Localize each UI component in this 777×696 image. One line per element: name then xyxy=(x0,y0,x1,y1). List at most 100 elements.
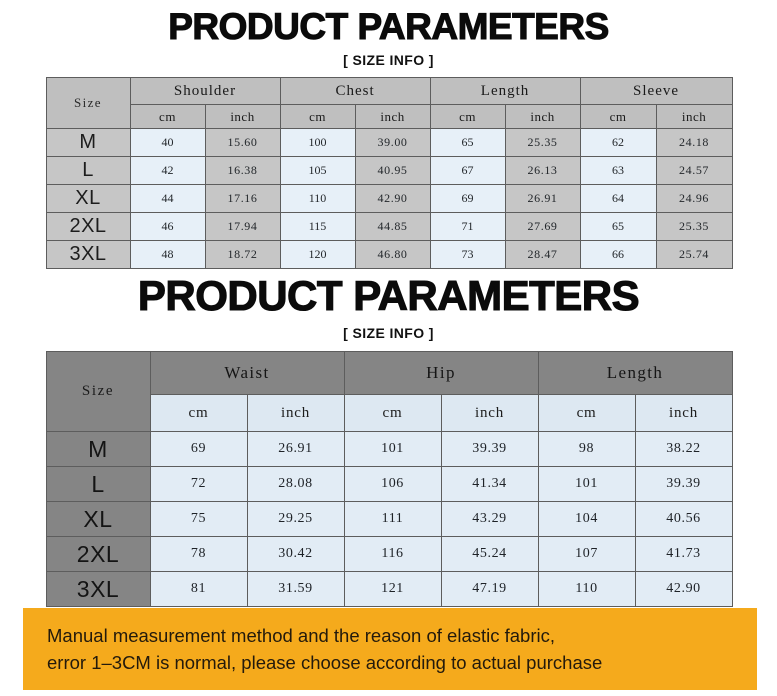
cell-sleeve-inch: 24.96 xyxy=(655,184,733,213)
group-header-shoulder: Shoulder xyxy=(129,77,281,105)
table-header-unit-row: cm inch cm inch cm inch cm inch xyxy=(46,104,733,129)
size-label: XL xyxy=(45,184,131,213)
bottom-table-wrap: Size Waist Hip Length cm inch cm inch cm… xyxy=(45,351,733,607)
cell-waist-inch: 29.25 xyxy=(246,501,345,537)
cell-length-inch: 39.39 xyxy=(634,466,733,502)
cell-shoulder-inch: 18.72 xyxy=(204,240,281,269)
cell-waist-cm: 69 xyxy=(149,431,248,467)
cell-length-cm: 110 xyxy=(537,571,636,607)
cell-length-inch: 26.91 xyxy=(504,184,581,213)
cell-length-cm: 107 xyxy=(537,536,636,572)
cell-hip-cm: 111 xyxy=(343,501,442,537)
cell-hip-cm: 101 xyxy=(343,431,442,467)
cell-sleeve-inch: 24.57 xyxy=(655,156,733,185)
cell-length-inch: 41.73 xyxy=(634,536,733,572)
cell-waist-inch: 31.59 xyxy=(246,571,345,607)
cell-waist-inch: 28.08 xyxy=(246,466,345,502)
size-column-header: Size xyxy=(45,77,131,129)
cell-waist-cm: 81 xyxy=(149,571,248,607)
unit-header-waist-inch: inch xyxy=(246,394,345,432)
unit-header-hip-cm: cm xyxy=(343,394,442,432)
cell-waist-cm: 72 xyxy=(149,466,248,502)
cell-shoulder-inch: 17.94 xyxy=(204,212,281,241)
group-header-waist: Waist xyxy=(149,351,345,395)
group-header-length: Length xyxy=(429,77,581,105)
cell-chest-cm: 110 xyxy=(279,184,356,213)
cell-chest-inch: 46.80 xyxy=(354,240,431,269)
cell-length-cm: 101 xyxy=(537,466,636,502)
cell-hip-cm: 106 xyxy=(343,466,442,502)
cell-sleeve-inch: 24.18 xyxy=(655,128,733,157)
group-header-hip: Hip xyxy=(343,351,539,395)
table-row: M 69 26.91 101 39.39 98 38.22 xyxy=(45,431,733,467)
cell-waist-cm: 78 xyxy=(149,536,248,572)
table-header-group-row: Size Shoulder Chest Length Sleeve xyxy=(45,77,733,129)
table-row: M 40 15.60 100 39.00 65 25.35 62 24.18 xyxy=(45,128,733,157)
cell-length-inch: 38.22 xyxy=(634,431,733,467)
unit-header-length-cm: cm xyxy=(537,394,636,432)
cell-length-inch: 26.13 xyxy=(504,156,581,185)
page-title-top: PRODUCT PARAMETERS xyxy=(168,6,610,47)
table-row: XL 75 29.25 111 43.29 104 40.56 xyxy=(45,501,733,537)
unit-header-sleeve-cm: cm xyxy=(579,104,657,129)
cell-length-inch: 40.56 xyxy=(634,501,733,537)
cell-sleeve-inch: 25.35 xyxy=(655,212,733,241)
unit-header-length-inch: inch xyxy=(634,394,733,432)
cell-hip-inch: 43.29 xyxy=(440,501,539,537)
notice-line-2: error 1–3CM is normal, please choose acc… xyxy=(47,652,603,673)
size-label: 2XL xyxy=(45,212,131,241)
cell-waist-inch: 26.91 xyxy=(246,431,345,467)
cell-sleeve-cm: 63 xyxy=(579,156,657,185)
size-label: L xyxy=(45,466,151,502)
cell-sleeve-cm: 65 xyxy=(579,212,657,241)
size-label: M xyxy=(45,431,151,467)
table-row: L 42 16.38 105 40.95 67 26.13 63 24.57 xyxy=(45,156,733,185)
cell-length-inch: 27.69 xyxy=(504,212,581,241)
unit-header-chest-inch: inch xyxy=(354,104,431,129)
size-label: L xyxy=(45,156,131,185)
size-column-header: Size xyxy=(45,351,151,432)
cell-hip-cm: 116 xyxy=(343,536,442,572)
cell-shoulder-cm: 48 xyxy=(129,240,206,269)
cell-sleeve-inch: 25.74 xyxy=(655,240,733,269)
table-row: 3XL 48 18.72 120 46.80 73 28.47 66 25.74 xyxy=(45,240,733,269)
cell-sleeve-cm: 66 xyxy=(579,240,657,269)
unit-header-sleeve-inch: inch xyxy=(655,104,733,129)
top-section: PRODUCT PARAMETERS [ SIZE INFO ] Size Sh… xyxy=(0,0,777,269)
group-header-sleeve: Sleeve xyxy=(579,77,733,105)
table-row: 2XL 78 30.42 116 45.24 107 41.73 xyxy=(45,536,733,572)
size-label: M xyxy=(45,128,131,157)
unit-header-length-inch: inch xyxy=(504,104,581,129)
table-row: 2XL 46 17.94 115 44.85 71 27.69 65 25.35 xyxy=(45,212,733,241)
unit-header-waist-cm: cm xyxy=(149,394,248,432)
cell-chest-inch: 44.85 xyxy=(354,212,431,241)
notice-line-1: Manual measurement method and the reason… xyxy=(47,624,556,646)
cell-shoulder-inch: 16.38 xyxy=(204,156,281,185)
page-subtitle-top: [ SIZE INFO ] xyxy=(343,52,434,68)
cell-length-cm: 98 xyxy=(537,431,636,467)
group-header-length: Length xyxy=(537,351,733,395)
cell-chest-inch: 40.95 xyxy=(354,156,431,185)
cell-hip-cm: 121 xyxy=(343,571,442,607)
cell-sleeve-cm: 64 xyxy=(579,184,657,213)
table-row: XL 44 17.16 110 42.90 69 26.91 64 24.96 xyxy=(45,184,733,213)
cell-length-inch: 42.90 xyxy=(634,571,733,607)
measurement-notice-banner: Manual measurement method and the reason… xyxy=(23,608,757,690)
cell-shoulder-inch: 17.16 xyxy=(204,184,281,213)
pants-size-table: Size Waist Hip Length cm inch cm inch cm… xyxy=(45,351,733,607)
page-subtitle-bottom: [ SIZE INFO ] xyxy=(343,325,434,341)
page-title-bottom: PRODUCT PARAMETERS xyxy=(137,272,640,319)
size-label: 2XL xyxy=(45,536,151,572)
cell-shoulder-cm: 46 xyxy=(129,212,206,241)
cell-sleeve-cm: 62 xyxy=(579,128,657,157)
cell-waist-cm: 75 xyxy=(149,501,248,537)
cell-shoulder-cm: 42 xyxy=(129,156,206,185)
size-label: 3XL xyxy=(45,240,131,269)
cell-chest-inch: 42.90 xyxy=(354,184,431,213)
cell-hip-inch: 47.19 xyxy=(440,571,539,607)
cell-length-inch: 28.47 xyxy=(504,240,581,269)
cell-length-cm: 69 xyxy=(429,184,506,213)
table-row: 3XL 81 31.59 121 47.19 110 42.90 xyxy=(45,571,733,607)
cell-chest-cm: 100 xyxy=(279,128,356,157)
size-label: XL xyxy=(45,501,151,537)
